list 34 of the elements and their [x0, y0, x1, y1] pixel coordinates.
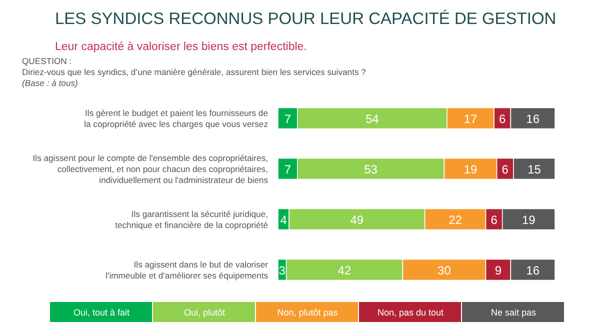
data-label: 49: [350, 212, 364, 227]
data-label: 53: [364, 162, 378, 176]
data-label: 54: [366, 112, 380, 126]
data-label: 30: [438, 263, 452, 278]
data-label: 16: [526, 263, 540, 278]
chart-title: LES SYNDICS RECONNUS POUR LEUR CAPACITÉ DE GESTION: [55, 9, 556, 28]
data-label: 42: [338, 263, 352, 278]
text: Ne sait pas: [490, 308, 537, 318]
text: Leur capacité à valoriser les biens est perfectible.: [55, 41, 307, 53]
y-tick-label: Ils gèrent le budget et paient les fournisseurs de la copropriété avec les charges que vous versez: [84, 108, 268, 129]
text: Non, pas du tout: [377, 308, 444, 318]
data-label: 4: [280, 212, 288, 227]
y-tick-label: Ils agissent dans le but de valoriser l'immeuble et d'améliorer ses équipements: [106, 259, 268, 280]
data-label: 17: [464, 112, 478, 126]
data-label: 6: [502, 162, 509, 176]
data-label: 3: [278, 263, 286, 278]
text: Non, plutôt pas: [277, 308, 338, 318]
data-label: 6: [499, 112, 506, 126]
text: Oui, plutôt: [184, 308, 226, 318]
data-label: 19: [522, 212, 536, 227]
data-label: 15: [528, 162, 542, 176]
data-label: 19: [464, 162, 478, 176]
data-label: 7: [284, 162, 292, 176]
data-label: 7: [284, 112, 292, 126]
data-label: 16: [526, 112, 540, 126]
y-tick-label: Ils garantissent la sécurité juridique, technique et financière de la copropriété: [115, 208, 268, 230]
data-label: 6: [490, 212, 498, 227]
data-label: 22: [448, 212, 462, 227]
text: (Base : à tous): [22, 78, 78, 88]
y-tick-label: Ils agissent pour le compte de l'ensemble des copropriétaires, collectivement, et non pour chacun des copropriétaires, individuellement ou l'administrateur de biens: [32, 152, 268, 185]
text: Diriez-vous que les syndics, d’une manière générale, assurent bien les services suivants ?: [22, 67, 366, 77]
text: QUESTION :: [22, 56, 72, 66]
text: Oui, tout à fait: [73, 308, 130, 318]
data-label: 9: [494, 263, 502, 278]
